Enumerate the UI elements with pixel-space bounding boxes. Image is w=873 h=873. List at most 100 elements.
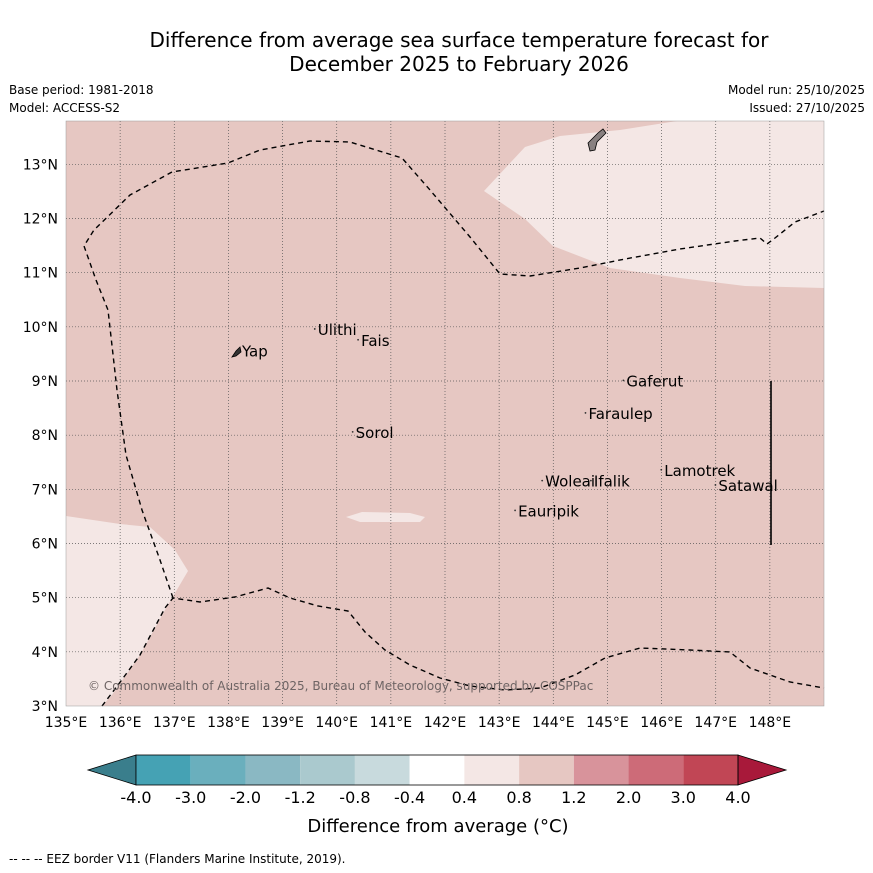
colorbar-frame [135,754,739,786]
colorbar-segment [683,755,738,785]
place-marker [351,430,354,433]
lon-tick-label: 140°E [315,715,358,731]
colorbar-segment [190,755,246,785]
place-marker [357,338,359,341]
yap-island [231,346,242,358]
lon-tick-label: 143°E [478,715,521,731]
place-marker [589,479,592,482]
lon-tick-label: 142°E [424,715,467,731]
lon-tick-label: 147°E [694,715,737,731]
model-run: Model run: 25/10/2025 [727,83,865,97]
lat-tick-label: 10°N [23,320,58,336]
place-label: Eauripik [518,502,579,520]
place-marker [541,479,544,482]
colorbar [86,754,788,786]
colorbar-tick: -3.0 [175,788,206,807]
lat-tick-label: 8°N [32,428,58,444]
colorbar-tick: 2.0 [616,788,641,807]
place-label: Gaferut [626,372,683,390]
colorbar-segment [464,755,520,785]
colorbar-tick: 1.2 [561,788,586,807]
place-label: Ulithi [318,321,357,339]
colorbar-label: Difference from average (°C) [307,816,568,837]
colorbar-tick: 0.4 [452,788,477,807]
gridlines [66,121,824,706]
lon-tick-label: 135°E [45,715,88,731]
lon-tick-label: 138°E [207,715,250,731]
lon-tick-label: 145°E [586,715,629,731]
lat-tick-label: 3°N [32,699,58,715]
colorbar-tick: -0.8 [339,788,370,807]
lon-tick-label: 148°E [749,715,792,731]
place-label: Lamotrek [664,462,735,480]
place-marker [622,379,625,382]
place-label: Woleai [545,473,595,491]
place-marker [714,484,717,486]
colorbar-tick: 3.0 [671,788,696,807]
lat-tick-label: 7°N [32,482,58,498]
place-label: Faraulep [588,405,652,423]
colorbar-tick: -4.0 [120,788,151,807]
lon-tick-label: 141°E [370,715,413,731]
place-label: Sorol [356,424,394,442]
model-name: Model: ACCESS-S2 [9,101,121,115]
colorbar-segment [245,755,301,785]
colorbar-extend-low [86,754,137,786]
colorbar-segment [628,755,684,785]
colorbar-tick: 0.8 [506,788,531,807]
place-marker [313,328,316,330]
lon-tick-label: 137°E [153,715,196,731]
place-label: Satawal [718,477,777,495]
colorbar-segment [409,755,465,785]
colorbar-segment [519,755,574,785]
lat-tick-label: 11°N [23,266,58,282]
longitude-tick-labels: 135°E 136°E 137°E 138°E 139°E 140°E 141°E 142°E… [45,715,791,731]
base-period: Base period: 1981-2018 [9,83,154,97]
place-marker [514,509,516,512]
colorbar-segment [573,755,629,785]
light-anomaly-region-west [66,516,188,706]
place-marker [584,412,587,414]
place-label: Yap [241,343,268,361]
colorbar-tick-labels: -4.0 -3.0 -2.0 -1.2 -0.8 -0.4 0.4 0.8 1.2 2.0 3.0 4… [120,788,750,807]
lat-tick-label: 9°N [32,374,58,390]
light-anomaly-region-center [346,512,425,522]
guam-island [587,128,607,152]
colorbar-tick: -1.2 [285,788,316,807]
lon-tick-label: 136°E [99,715,142,731]
place-marker [238,349,240,352]
meta-right: Model run: 25/10/2025 Issued: 27/10/2025 [728,81,865,117]
title-line-2: December 2025 to February 2026 [289,52,629,76]
lat-tick-label: 12°N [23,212,58,228]
place-label: Fais [361,332,390,350]
footer-eez-note: -- -- -- EEZ border V11 (Flanders Marine… [9,852,346,866]
issued-date: Issued: 27/10/2025 [749,101,865,115]
colorbar-extend-high [737,754,788,786]
colorbar-segment [300,755,355,785]
colorbar-tick: 4.0 [725,788,750,807]
eez-border-south [101,587,825,707]
lat-tick-label: 5°N [32,591,58,607]
colorbar-segment [354,755,410,785]
latitude-tick-labels: 3°N 4°N 5°N 6°N 7°N 8°N 9°N 10°N 11°N 12°N 13°N [23,157,58,715]
copyright-notice: © Commonwealth of Australia 2025, Bureau… [88,679,593,693]
lat-tick-label: 4°N [32,645,58,661]
meta-left: Base period: 1981-2018 Model: ACCESS-S2 [9,81,154,117]
colorbar-segment [136,755,191,785]
lon-tick-label: 146°E [640,715,683,731]
map-border [65,120,825,707]
colorbar-tick: -2.0 [230,788,261,807]
eez-border-north [83,140,825,599]
lat-tick-label: 13°N [23,157,58,173]
light-anomaly-region-north [484,121,824,288]
place-label: Ifalik [594,473,630,491]
chart-title: Difference from average sea surface temp… [0,28,873,76]
lon-tick-label: 144°E [532,715,575,731]
lat-tick-label: 6°N [32,537,58,553]
title-line-1: Difference from average sea surface temp… [149,28,769,52]
place-marker [660,468,663,471]
colorbar-tick: -0.4 [394,788,425,807]
